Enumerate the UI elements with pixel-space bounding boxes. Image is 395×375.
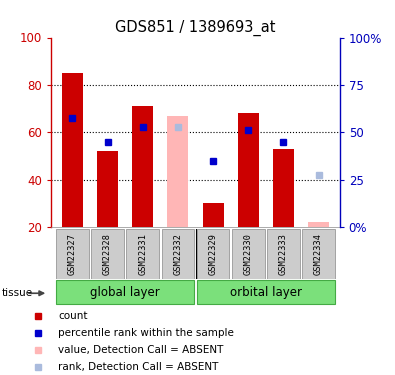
Text: GSM22330: GSM22330 [244,233,253,275]
Bar [126,229,159,279]
Text: GSM22328: GSM22328 [103,233,112,275]
Bar [56,229,89,279]
Text: GSM22334: GSM22334 [314,233,323,275]
Bar [132,106,153,227]
Text: orbital layer: orbital layer [230,286,302,298]
Text: count: count [58,311,88,321]
Bar [302,229,335,279]
Text: percentile rank within the sample: percentile rank within the sample [58,328,234,338]
Bar [197,280,335,304]
Bar [232,229,265,279]
Text: GSM22332: GSM22332 [173,233,182,275]
Text: GSM22327: GSM22327 [68,233,77,275]
Bar [167,116,188,227]
Title: GDS851 / 1389693_at: GDS851 / 1389693_at [115,20,276,36]
Bar [162,229,194,279]
Bar [91,229,124,279]
Bar [197,229,229,279]
Text: rank, Detection Call = ABSENT: rank, Detection Call = ABSENT [58,362,218,372]
Text: GSM22333: GSM22333 [279,233,288,275]
Text: global layer: global layer [90,286,160,298]
Bar [238,113,259,227]
Text: GSM22329: GSM22329 [209,233,218,275]
Bar [267,229,300,279]
Bar [62,73,83,227]
Bar [97,151,118,227]
Bar [56,280,194,304]
Text: value, Detection Call = ABSENT: value, Detection Call = ABSENT [58,345,224,355]
Bar [308,222,329,227]
Text: GSM22331: GSM22331 [138,233,147,275]
Bar [203,203,224,227]
Text: tissue: tissue [2,288,33,298]
Bar [273,149,294,227]
